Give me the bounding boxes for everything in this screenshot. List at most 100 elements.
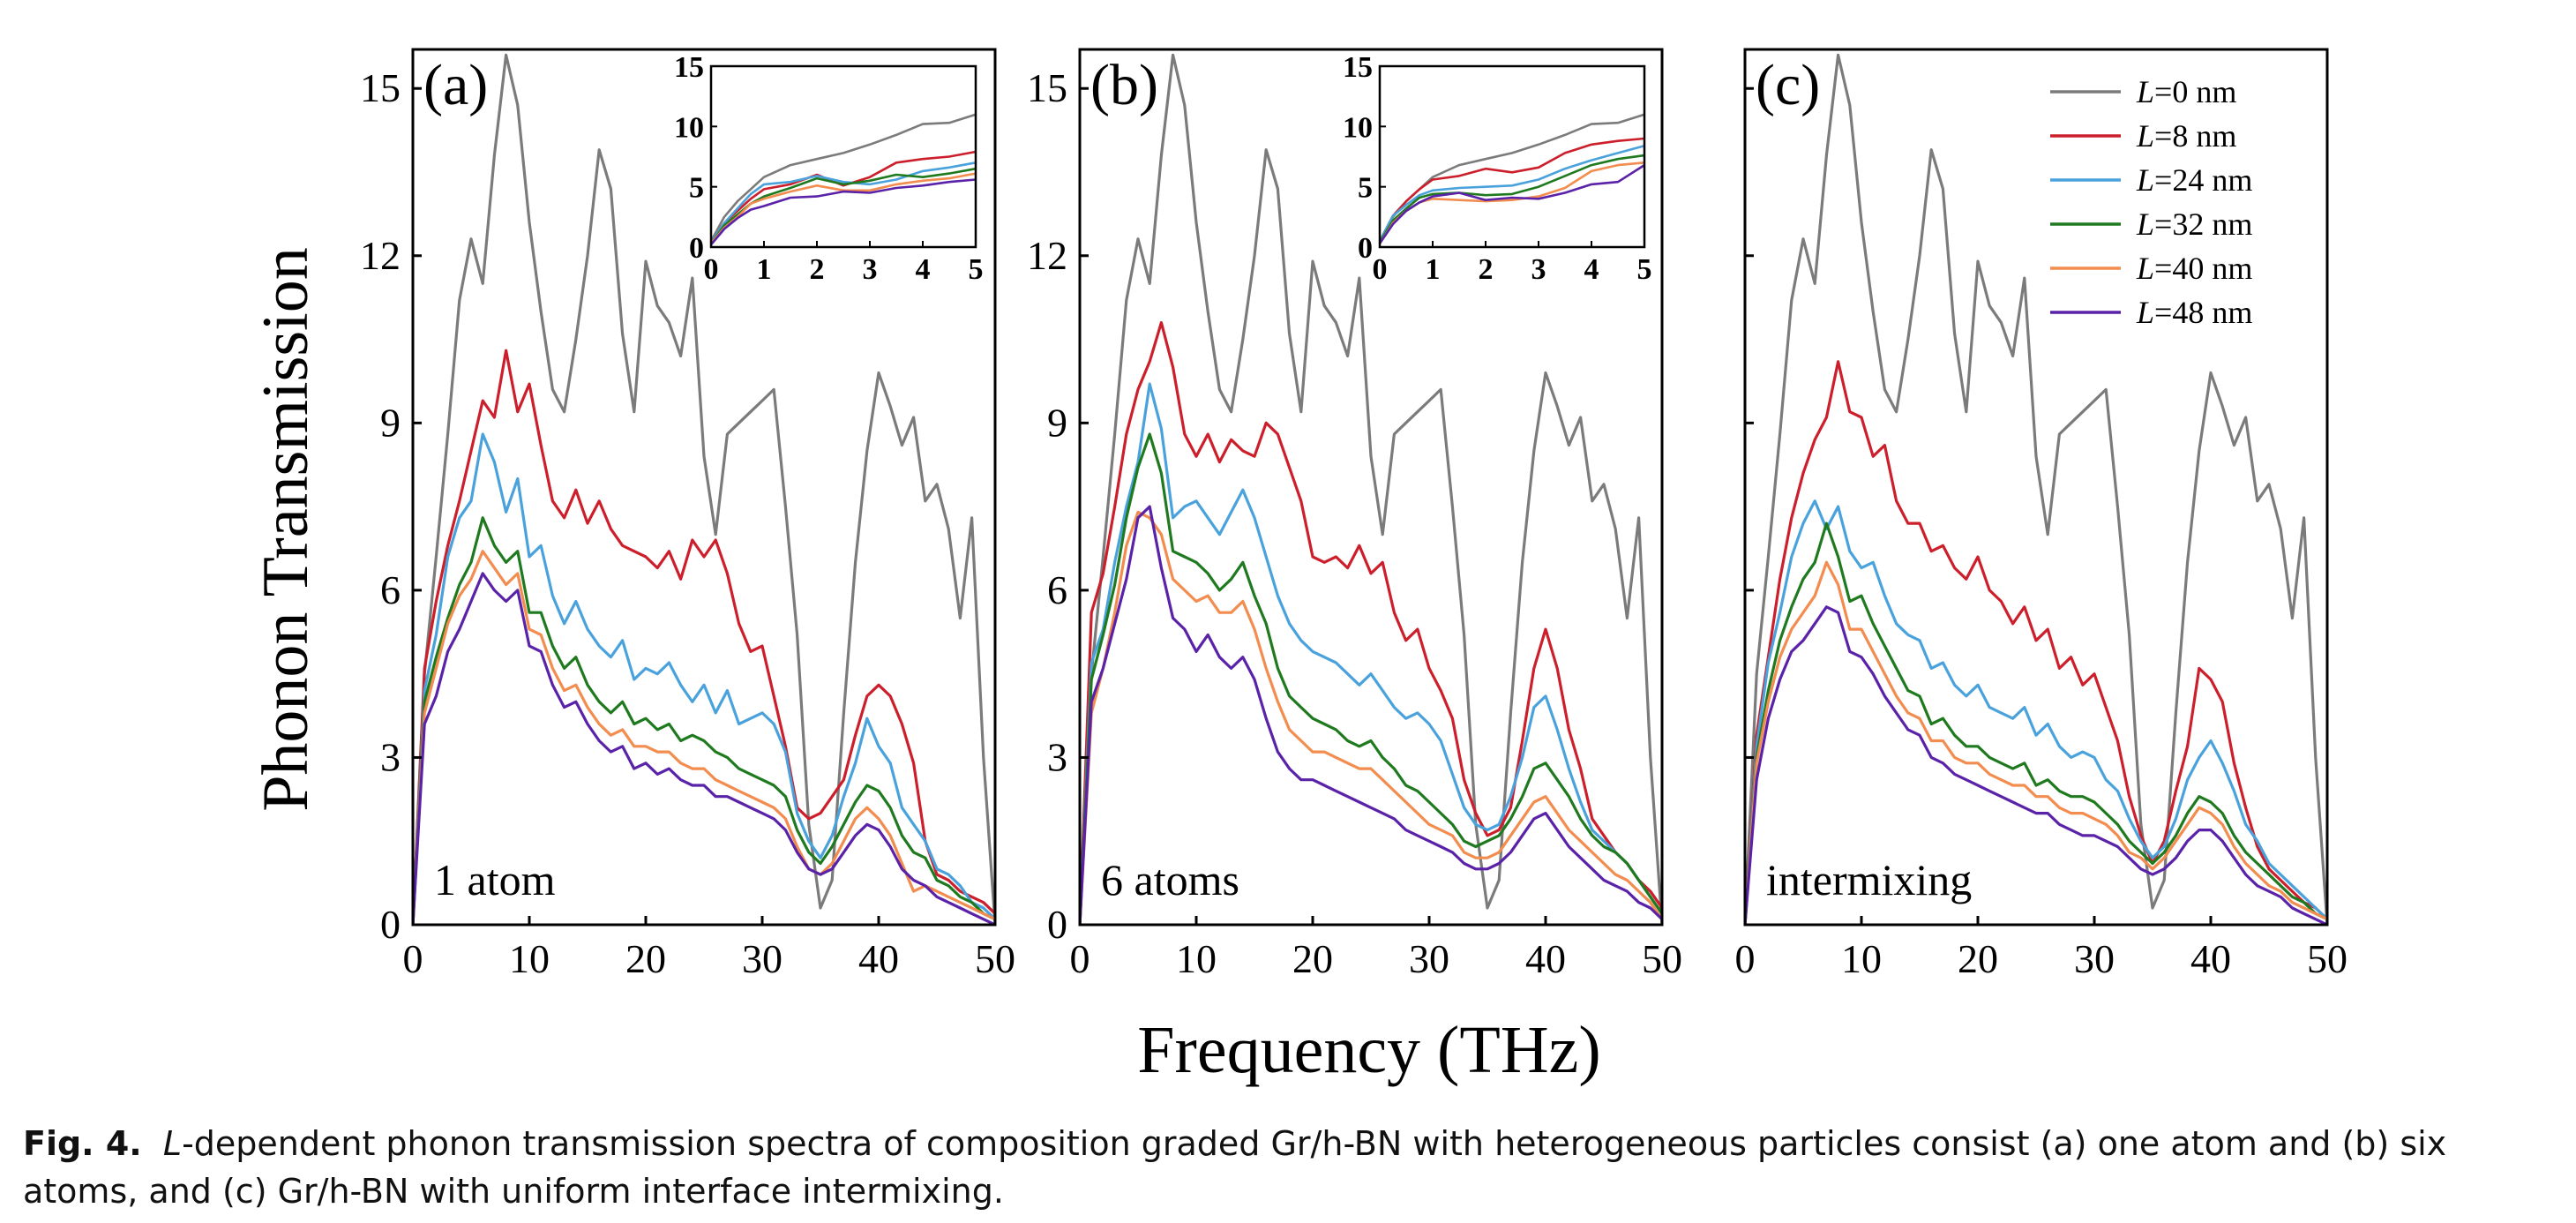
legend-variable-3: L (2136, 206, 2154, 242)
inset-x-tick-label-1-1: 1 (1426, 253, 1441, 286)
inset-series-line-5 (710, 178, 977, 246)
inset-series-line-0 (709, 113, 977, 242)
panel-1-series-line-5 (1080, 505, 1662, 925)
inset-frame-0 (709, 64, 977, 249)
legend-variable-1: L (2136, 118, 2154, 154)
legend-label-2: =24 nm (2154, 162, 2252, 198)
panel-frame-1 (1078, 48, 1664, 927)
panel-0-series-line-5 (413, 572, 995, 925)
inset-x-tick-label-0-5: 5 (969, 253, 984, 286)
panel-2: 0 10 20 30 40 50 (c) intermixing (1735, 48, 2348, 981)
inset-background-1 (1380, 66, 1644, 247)
inset-x-tick-label-1-2: 2 (1479, 253, 1494, 286)
inset-series-line-2 (709, 161, 977, 244)
panel-label-2: (c) (1756, 53, 1820, 117)
panel-0-series-line-4 (413, 550, 995, 925)
x-tick-label-2-4: 40 (2190, 936, 2231, 981)
inset-y-tick-label-0-3: 15 (674, 51, 704, 84)
legend-variable-5: L (2136, 295, 2154, 330)
x-tick-label-1-4: 40 (1525, 936, 1566, 981)
panel-1-series-line-2 (1080, 382, 1662, 925)
inset-series-line-3 (1378, 154, 1645, 244)
x-tick-label-1-1: 10 (1176, 936, 1217, 981)
legend-label-3: =32 nm (2154, 206, 2252, 242)
inset-x-tick-label-1-5: 5 (1637, 253, 1652, 286)
inset-x-tick-label-1-0: 0 (1373, 253, 1388, 286)
caption-variable: L (162, 1124, 183, 1163)
figure: Phonon Transmission Frequency (THz) 0 10 2… (250, 48, 2348, 1087)
panel-2-series-line-3 (1745, 521, 2327, 925)
inset-x-tick-label-0-2: 2 (810, 253, 825, 286)
x-tick-label-2-2: 20 (1958, 936, 1998, 981)
legend-label-5: =48 nm (2154, 295, 2252, 330)
legend-entry-5: L=48 nm (2136, 295, 2252, 330)
inset-y-tick-label-1-3: 15 (1343, 51, 1373, 84)
panel-0-series-line-2 (413, 432, 995, 925)
panel-annotation-2: intermixing (1766, 855, 1972, 904)
inset-x-tick-label-0-1: 1 (757, 253, 772, 286)
panel-1-series-line-4 (1080, 510, 1662, 925)
inset-series-line-1 (1378, 137, 1645, 242)
panel-2-series-line-2 (1745, 499, 2327, 925)
inset-series-line-3 (709, 167, 977, 244)
x-tick-label-2-3: 30 (2074, 936, 2115, 981)
legend-variable-2: L (2136, 162, 2154, 198)
y-tick-label-1-2: 6 (1047, 567, 1067, 612)
legend-label-4: =40 nm (2154, 251, 2252, 286)
x-tick-label-0-0: 0 (403, 936, 423, 981)
legend-entry-2: L=24 nm (2136, 162, 2252, 198)
inset-y-tick-label-0-2: 10 (674, 111, 704, 144)
caption-label: Fig. 4. (23, 1124, 142, 1163)
panel-frame-0 (411, 48, 997, 927)
x-tick-label-0-5: 50 (975, 936, 1015, 981)
inset-series-line-1 (709, 150, 977, 244)
panel-2-series-line-4 (1745, 560, 2327, 925)
x-tick-label-0-2: 20 (625, 936, 666, 981)
inset-y-tick-label-1-2: 10 (1343, 111, 1373, 144)
legend-variable-4: L (2136, 251, 2154, 286)
legend-entry-4: L=40 nm (2136, 251, 2252, 286)
x-tick-label-2-1: 10 (1841, 936, 1882, 981)
panel-annotation-0: 1 atom (434, 855, 556, 904)
inset-y-tick-label-0-0: 0 (689, 232, 704, 265)
inset-x-tick-label-1-3: 3 (1531, 253, 1546, 286)
panel-1-series-line-1 (1080, 321, 1662, 925)
x-tick-label-0-3: 30 (742, 936, 783, 981)
panel-2-series-line-0 (1745, 53, 2327, 925)
inset-y-tick-label-1-1: 5 (1358, 172, 1373, 205)
panel-0-series-line-1 (413, 349, 995, 925)
figure-caption: Fig. 4. L-dependent phonon transmission … (23, 1121, 2564, 1216)
inset-1: 0 1 2 3 4 5 0 5 10 15 (1343, 51, 1652, 286)
panel-1-series-line-3 (1080, 432, 1662, 925)
panel-label-0: (a) (423, 53, 488, 117)
panel-frame-2 (1743, 48, 2329, 927)
inset-0: 0 1 2 3 4 5 0 5 10 15 (674, 51, 984, 286)
legend-variable-0: L (2136, 74, 2154, 109)
x-tick-label-1-5: 50 (1642, 936, 1682, 981)
panel-0-series-line-0 (413, 53, 995, 925)
panel-1-series-line-0 (1080, 53, 1662, 925)
y-tick-label-0-4: 12 (360, 233, 401, 278)
x-tick-label-1-3: 30 (1409, 936, 1449, 981)
y-axis-label: Phonon Transmission (250, 247, 322, 811)
inset-frame-1 (1378, 64, 1646, 249)
y-tick-label-1-3: 9 (1047, 400, 1067, 445)
inset-y-tick-label-0-1: 5 (689, 172, 704, 205)
inset-y-tick-label-1-0: 0 (1358, 232, 1373, 265)
y-tick-label-0-3: 9 (380, 400, 401, 445)
panel-lines-0 (413, 53, 995, 925)
y-tick-label-0-2: 6 (380, 567, 401, 612)
inset-x-tick-label-0-0: 0 (704, 253, 719, 286)
y-tick-label-0-1: 3 (380, 734, 401, 779)
y-tick-label-1-5: 15 (1027, 65, 1067, 110)
inset-background-0 (711, 66, 976, 247)
x-tick-label-2-5: 50 (2307, 936, 2348, 981)
x-tick-label-0-4: 40 (858, 936, 899, 981)
panel-label-1: (b) (1090, 53, 1158, 117)
panel-2-series-line-5 (1745, 605, 2327, 925)
x-tick-label-1-2: 20 (1292, 936, 1333, 981)
inset-x-tick-label-1-4: 4 (1584, 253, 1599, 286)
x-tick-label-2-0: 0 (1735, 936, 1756, 981)
